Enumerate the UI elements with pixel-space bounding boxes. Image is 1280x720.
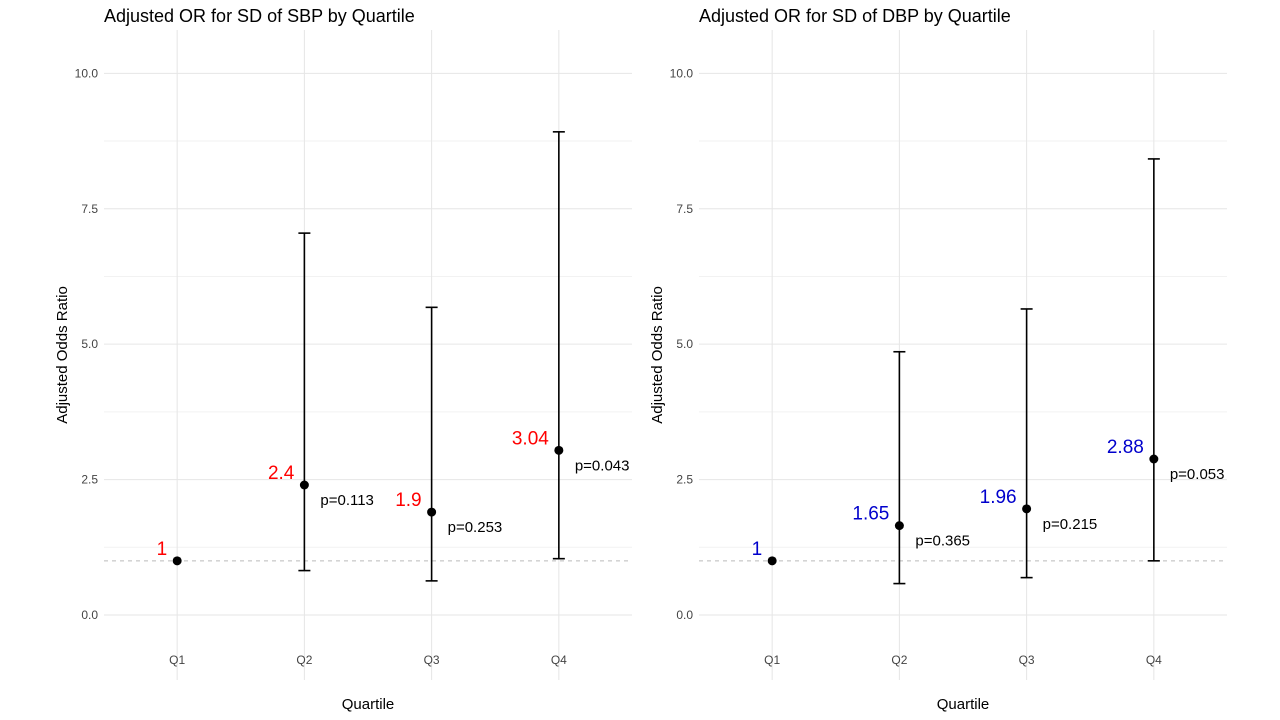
x-tick-label: Q4 xyxy=(1146,653,1162,667)
error-bar xyxy=(298,232,311,572)
y-axis-label: Adjusted Odds Ratio xyxy=(649,286,666,424)
y-axis-label: Adjusted Odds Ratio xyxy=(54,286,71,424)
data-point xyxy=(767,556,777,566)
data-point xyxy=(1022,504,1032,514)
chart-panel-2: 0.0 2.5 5.0 7.5 10.0 1 Q1 1.65 p=0.365 Q2 1.96 p=0.… xyxy=(649,6,1227,713)
value-label: 1 xyxy=(157,539,168,560)
y-tick-label: 7.5 xyxy=(81,202,98,216)
x-tick-label: Q2 xyxy=(296,653,312,667)
y-tick-label: 5.0 xyxy=(81,337,98,351)
chart-title: Adjusted OR for SD of DBP by Quartile xyxy=(699,6,1011,26)
x-axis-label: Quartile xyxy=(937,696,990,713)
data-point xyxy=(554,445,564,455)
error-bar xyxy=(1147,158,1160,562)
value-label: 1.65 xyxy=(852,504,889,525)
value-label: 3.04 xyxy=(512,428,549,449)
y-tick-label: 10.0 xyxy=(670,66,694,80)
value-label: 1.96 xyxy=(980,487,1017,508)
p-value-label: p=0.215 xyxy=(1043,516,1098,533)
error-bar xyxy=(1020,308,1033,579)
p-value-label: p=0.113 xyxy=(320,492,374,509)
x-tick-label: Q1 xyxy=(764,653,780,667)
x-tick-label: Q1 xyxy=(169,653,185,667)
x-tick-label: Q3 xyxy=(424,653,440,667)
p-value-label: p=0.253 xyxy=(448,519,503,536)
y-tick-label: 7.5 xyxy=(676,202,693,216)
x-axis-label: Quartile xyxy=(342,696,395,713)
data-point xyxy=(1149,454,1159,464)
value-label: 2.4 xyxy=(268,463,295,484)
data-point xyxy=(172,556,182,566)
value-label: 1.9 xyxy=(395,490,421,511)
error-bar xyxy=(425,306,438,582)
chart-panel-1: 0.0 2.5 5.0 7.5 10.0 1 Q1 2.4 p=0.113 Q2 1.9 p=0.25… xyxy=(54,6,632,713)
x-tick-label: Q3 xyxy=(1019,653,1035,667)
value-label: 1 xyxy=(752,539,763,560)
y-tick-label: 10.0 xyxy=(75,66,99,80)
y-tick-label: 0.0 xyxy=(676,608,693,622)
p-value-label: p=0.053 xyxy=(1170,466,1225,483)
x-tick-label: Q4 xyxy=(551,653,567,667)
chart-title: Adjusted OR for SD of SBP by Quartile xyxy=(104,6,415,26)
data-point xyxy=(427,507,437,517)
error-bar xyxy=(552,131,565,560)
x-tick-label: Q2 xyxy=(891,653,907,667)
p-value-label: p=0.365 xyxy=(915,533,970,550)
y-tick-label: 5.0 xyxy=(676,337,693,351)
error-bar xyxy=(893,350,906,585)
data-point xyxy=(894,521,904,531)
data-point xyxy=(299,480,309,490)
y-tick-label: 2.5 xyxy=(676,473,693,487)
value-label: 2.88 xyxy=(1107,437,1144,458)
p-value-label: p=0.043 xyxy=(575,457,630,474)
y-tick-label: 0.0 xyxy=(81,608,98,622)
y-tick-label: 2.5 xyxy=(81,473,98,487)
